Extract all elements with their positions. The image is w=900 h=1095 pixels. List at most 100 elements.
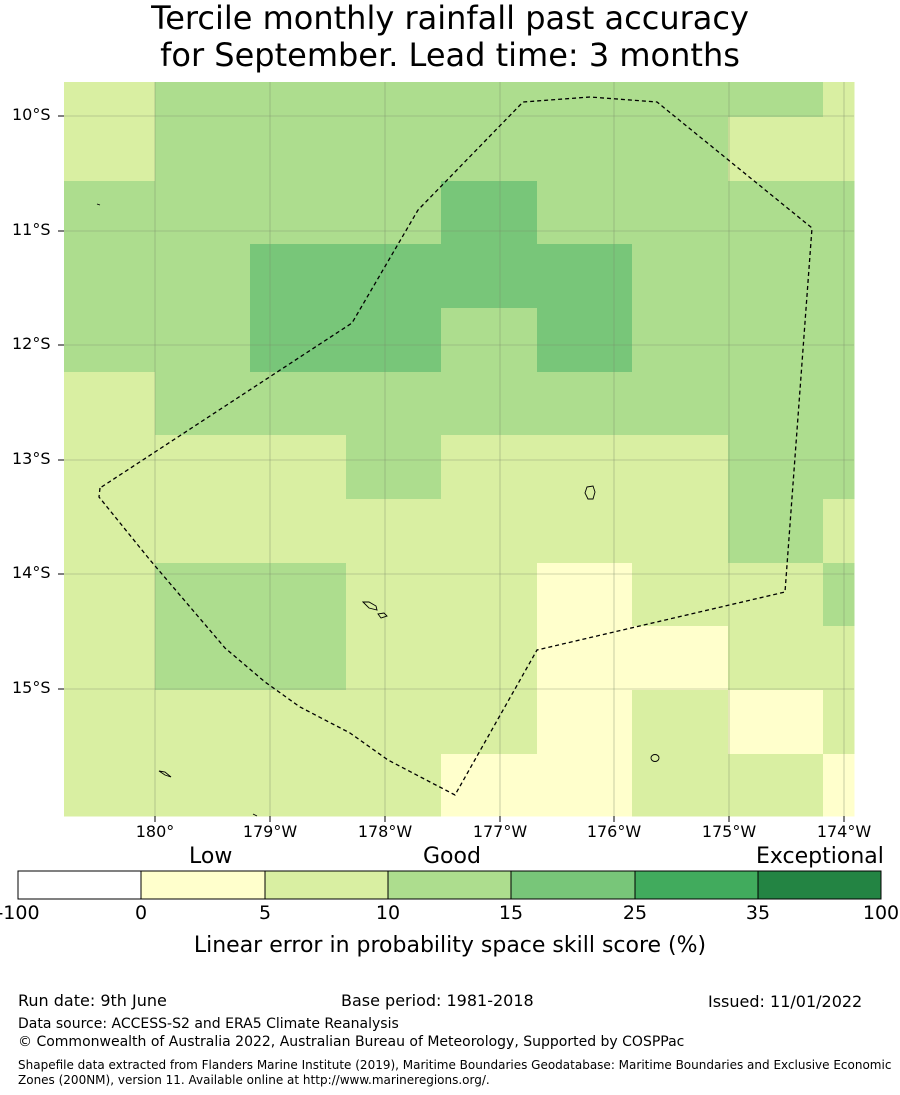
grid-cell [823, 563, 855, 627]
graticule [64, 82, 854, 816]
grid-cell [537, 117, 633, 182]
grid-cell [823, 372, 855, 436]
colorbar-tick: 10 [375, 902, 401, 924]
grid-cell [441, 690, 538, 755]
colorbar-title: Linear error in probability space skill … [193, 933, 707, 958]
colorbar-tick: 0 [134, 902, 148, 924]
copyright-notice: © Commonwealth of Australia 2022, Austra… [18, 1034, 685, 1050]
colorbar-segment [634, 870, 759, 900]
grid-cell [728, 82, 824, 118]
island-outline [650, 754, 660, 762]
grid-cell [250, 82, 347, 118]
grid-cell [441, 563, 538, 627]
base-period: Base period: 1981-2018 [341, 991, 534, 1010]
grid-cell [64, 754, 156, 817]
grid-cell [346, 690, 442, 755]
grid-cell [632, 754, 729, 817]
grid-cell [64, 563, 156, 627]
colorbar-segment [387, 870, 512, 900]
grid-cell [155, 372, 251, 436]
grid-cell [728, 690, 824, 755]
colorbar-tick: 35 [745, 902, 771, 924]
grid-cell [728, 308, 824, 373]
lon-label-178w: 178°W [357, 822, 413, 841]
grid-cell [346, 181, 442, 245]
grid-cell [250, 563, 347, 627]
grid-cell [155, 499, 251, 564]
grid-cell [537, 372, 633, 436]
grid-cell [441, 82, 538, 118]
grid-cell [728, 181, 824, 245]
colorbar-segment [510, 870, 636, 900]
grid-cell [728, 117, 824, 182]
island-outline [252, 813, 258, 817]
grid-cell [728, 499, 824, 564]
grid-cell [441, 626, 538, 691]
lon-label-176w: 176°W [586, 822, 642, 841]
grid-cell [441, 244, 538, 309]
colorbar-tick: 100 [862, 902, 900, 924]
grid-cell [346, 82, 442, 118]
grid-cell [64, 308, 156, 373]
grid-cell [250, 754, 347, 817]
grid-cell [728, 372, 824, 436]
grid-cell [632, 499, 729, 564]
grid-cell [632, 117, 729, 182]
lon-label-175w: 175°W [701, 822, 757, 841]
grid-cell [64, 181, 156, 245]
grid-cell [346, 117, 442, 182]
grid-cell [823, 181, 855, 245]
grid-cell [346, 244, 442, 309]
grid-cell [441, 499, 538, 564]
title-line-1: Tercile monthly rainfall past accuracy [151, 0, 749, 37]
grid-cell [346, 499, 442, 564]
grid-cell [632, 435, 729, 500]
grid-cell [537, 626, 633, 691]
grid-cell [250, 181, 347, 245]
grid-cell [250, 499, 347, 564]
grid-cell [632, 308, 729, 373]
grid-cell [346, 435, 442, 500]
grid-cell [346, 563, 442, 627]
colorbar-word-low: Low [189, 844, 233, 869]
grid-cell [632, 690, 729, 755]
shapefile-credit: Shapefile data extracted from Flanders M… [18, 1058, 892, 1087]
grid-cell [441, 754, 538, 817]
grid-cell [64, 244, 156, 309]
run-date: Run date: 9th June [18, 991, 167, 1010]
grid-cell [346, 754, 442, 817]
title-line-2: for September. Lead time: 3 months [160, 36, 740, 74]
grid-cell [441, 372, 538, 436]
issued-date: Issued: 11/01/2022 [708, 992, 863, 1011]
grid-cell [155, 626, 251, 691]
grid-cell [537, 435, 633, 500]
grid-cell [823, 690, 855, 755]
grid-cell [537, 754, 633, 817]
grid-cell [728, 244, 824, 309]
lat-label-15s: 15°S [12, 678, 51, 697]
lat-label-10s: 10°S [12, 105, 51, 124]
grid-cell [632, 181, 729, 245]
axis-ticks [58, 115, 845, 822]
grid-cell [250, 244, 347, 309]
colorbar-tick: -100 [0, 902, 40, 924]
grid-cell [823, 308, 855, 373]
island-outline [158, 770, 172, 778]
grid-cell [155, 244, 251, 309]
grid-cell [64, 117, 156, 182]
grid-cell [632, 626, 729, 691]
colorbar-tick: 25 [622, 902, 648, 924]
grid-cell [823, 754, 855, 817]
grid-cell [823, 435, 855, 500]
colorbar-tick: 5 [258, 902, 272, 924]
grid-cell [823, 499, 855, 564]
grid-cell [632, 82, 729, 118]
lon-label-177w: 177°W [472, 822, 528, 841]
grid-cell [537, 563, 633, 627]
colorbar-segment [264, 870, 389, 900]
colorbar-word-good: Good [423, 844, 481, 869]
grid-cell [441, 181, 538, 245]
chart-title: Tercile monthly rainfall past accuracy f… [0, 0, 900, 74]
grid-cell [441, 308, 538, 373]
grid-cell [64, 690, 156, 755]
